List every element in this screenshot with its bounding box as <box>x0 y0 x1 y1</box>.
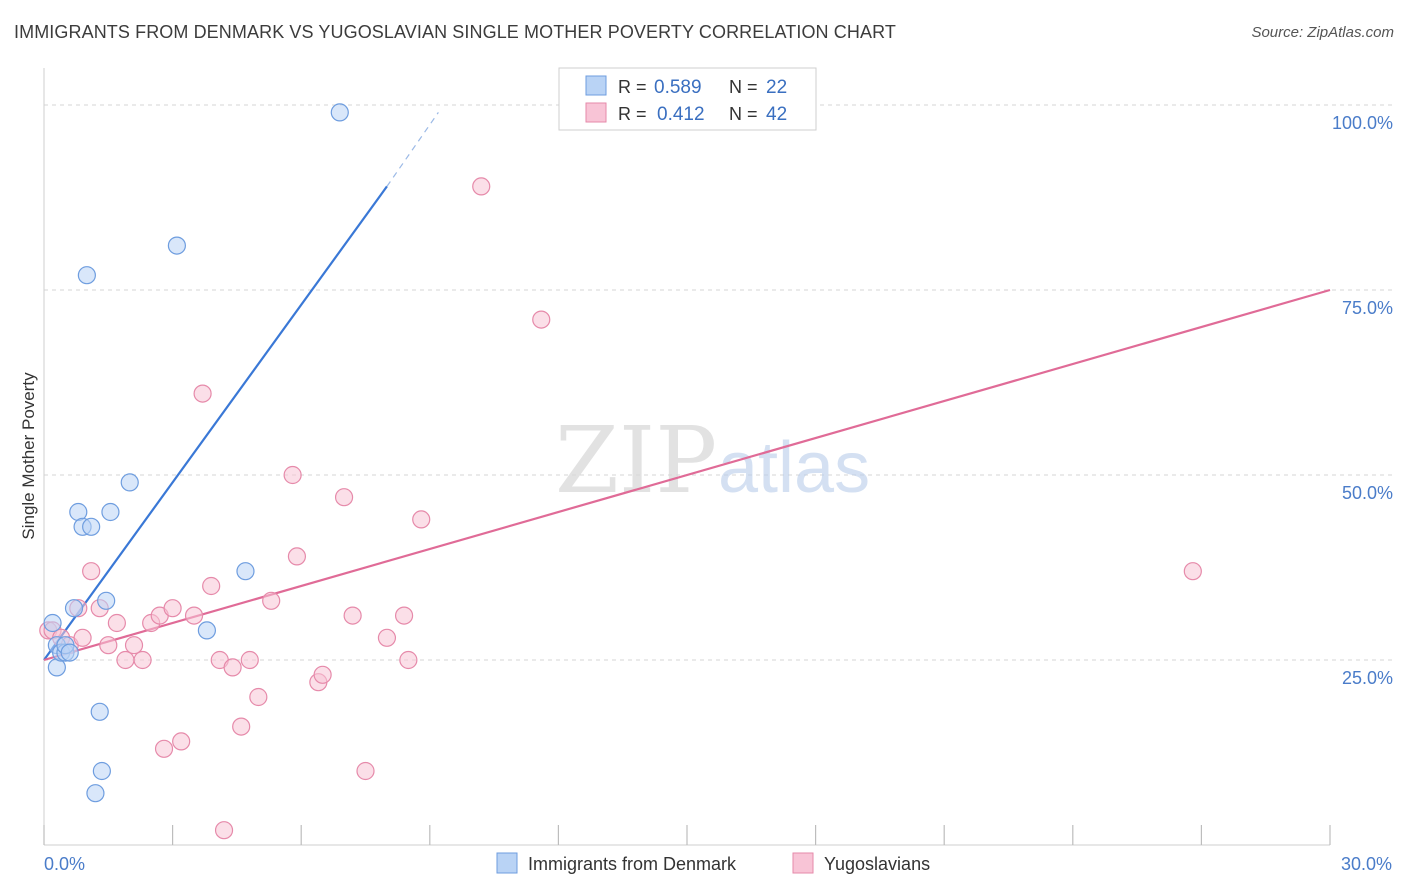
watermark: ZIP atlas <box>555 407 870 514</box>
denmark-point-18 <box>167 236 186 255</box>
denmark-point-19 <box>197 621 216 640</box>
yugoslavian-point-31 <box>313 665 332 684</box>
bottom-legend-swatch-blue <box>496 852 518 874</box>
axes <box>43 68 1331 846</box>
yugoslavian-point-25 <box>240 650 259 670</box>
yugoslavian-point-23 <box>223 658 242 677</box>
y-tick-labels: 25.0% 50.0% 75.0% 100.0% <box>1332 113 1393 688</box>
stats-legend-n-value-1: 22 <box>766 77 787 98</box>
denmark-point-15 <box>97 591 116 610</box>
yugoslavian-point-12 <box>133 650 152 670</box>
stats-legend-swatch-blue <box>585 75 607 96</box>
yugoslavian-point-29 <box>287 547 307 566</box>
y-axis-title: Single Mother Poverty <box>19 372 38 540</box>
bottom-legend: Immigrants from Denmark Yugoslavians <box>496 852 930 874</box>
bottom-legend-label-yugoslavians: Yugoslavians <box>824 854 930 874</box>
yugoslavian-point-18 <box>184 606 204 625</box>
stats-legend-r-value-1: 0.589 <box>654 77 702 98</box>
stats-legend-swatch-pink <box>585 102 607 123</box>
yugoslavian-point-15 <box>154 739 174 758</box>
chart-title: IMMIGRANTS FROM DENMARK VS YUGOSLAVIAN S… <box>14 22 896 42</box>
stats-legend-r-label-2: R = <box>618 104 647 124</box>
x-tick-label-max: 30.0% <box>1341 854 1392 874</box>
denmark-point-14 <box>92 761 111 781</box>
yugoslavian-point-9 <box>107 613 126 633</box>
yugoslavian-point-20 <box>202 576 221 596</box>
yugoslavian-point-6 <box>82 562 101 581</box>
y-tick-label-1: 50.0% <box>1342 483 1393 503</box>
yugoslavian-point-22 <box>214 821 234 840</box>
denmark-point-20 <box>236 562 255 581</box>
bottom-legend-swatch-pink <box>792 852 814 874</box>
yugoslavian-point-24 <box>232 717 251 736</box>
yugoslavian-point-34 <box>356 761 375 781</box>
yugoslavian-point-11 <box>124 636 144 655</box>
denmark-point-17 <box>120 473 139 492</box>
denmark-point-7 <box>64 599 84 618</box>
yugoslavian-point-10 <box>116 650 135 670</box>
trend-lines <box>43 112 1331 662</box>
watermark-atlas: atlas <box>718 428 870 508</box>
bottom-legend-label-denmark: Immigrants from Denmark <box>528 854 737 874</box>
y-tick-label-2: 75.0% <box>1342 298 1393 318</box>
yugoslavian-point-35 <box>377 628 397 647</box>
stats-legend-n-label-2: N = <box>729 104 758 124</box>
yugoslavian-point-40 <box>532 310 551 329</box>
trend-line-0 <box>43 185 388 661</box>
grid-lines <box>44 104 1392 661</box>
stats-legend-n-value-2: 42 <box>766 104 787 125</box>
yugoslavian-point-17 <box>172 732 191 751</box>
denmark-point-12 <box>86 784 105 803</box>
denmark-point-21 <box>330 103 349 122</box>
yugoslavian-point-41 <box>1183 562 1202 581</box>
source-label: Source: ZipAtlas.com <box>1251 24 1394 41</box>
stats-legend: R = 0.589 N = 22 R = 0.412 N = 42 <box>558 67 817 131</box>
denmark-point-11 <box>82 517 101 536</box>
yugoslavian-point-36 <box>394 606 414 625</box>
yugoslavian-point-28 <box>283 465 302 485</box>
yugoslavian-point-5 <box>73 628 92 647</box>
trend-line-1 <box>43 288 1331 662</box>
yugoslavian-point-27 <box>262 591 281 610</box>
stats-legend-r-value-2: 0.412 <box>657 104 705 125</box>
yugoslavian-point-19 <box>193 384 212 403</box>
yugoslavian-point-26 <box>249 687 268 707</box>
denmark-point-6 <box>60 643 79 662</box>
y-tick-label-0: 25.0% <box>1342 668 1393 688</box>
yugoslavian-point-32 <box>334 488 354 507</box>
trend-line-extension-0 <box>386 112 439 187</box>
denmark-point-0 <box>43 613 62 633</box>
watermark-zip: ZIP <box>555 407 717 514</box>
stats-legend-r-label-1: R = <box>618 77 647 97</box>
denmark-point-16 <box>101 502 120 522</box>
yugoslavian-point-39 <box>472 177 491 196</box>
denmark-point-10 <box>77 266 96 285</box>
yugoslavian-point-16 <box>163 599 182 618</box>
yugoslavian-point-33 <box>343 606 362 625</box>
x-tick-label-min: 0.0% <box>44 854 85 874</box>
y-tick-label-3: 100.0% <box>1332 113 1393 133</box>
stats-legend-n-label-1: N = <box>729 77 758 97</box>
denmark-point-13 <box>90 702 109 721</box>
yugoslavian-point-8 <box>99 636 118 655</box>
data-points <box>39 103 1202 840</box>
yugoslavian-point-37 <box>399 650 418 670</box>
yugoslavian-point-38 <box>412 510 431 529</box>
